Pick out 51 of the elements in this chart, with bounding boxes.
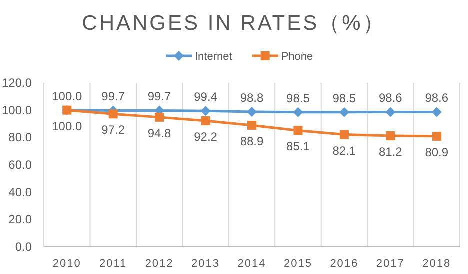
- x-tick-label: 2014: [238, 258, 266, 270]
- data-label: 98.5: [332, 91, 356, 106]
- legend-label: Internet: [195, 51, 232, 63]
- y-tick-label: 40.0: [8, 185, 32, 200]
- point: [339, 107, 350, 118]
- x-tick-label: 2010: [52, 258, 82, 270]
- data-label: 92.2: [194, 130, 218, 144]
- data-label: 81.2: [378, 145, 403, 160]
- point: [248, 121, 256, 130]
- x-tick-label: 2015: [284, 258, 312, 270]
- data-label: 99.4: [194, 90, 218, 104]
- data-label: 80.9: [425, 145, 449, 160]
- y-tick-label: 120.0: [2, 76, 32, 90]
- data-label: 100.0: [52, 89, 82, 104]
- data-label: 98.6: [425, 91, 449, 106]
- point: [108, 110, 118, 119]
- y-tick-label: 100.0: [2, 103, 32, 118]
- point: [247, 106, 257, 117]
- y-tick-label: 80.0: [8, 130, 32, 145]
- point: [432, 107, 442, 118]
- y-tick-label: 20.0: [8, 212, 32, 227]
- point: [432, 132, 442, 141]
- point: [155, 112, 164, 122]
- legend-label: Phone: [281, 51, 314, 63]
- data-label: 85.1: [286, 140, 310, 154]
- data-label: 98.6: [378, 91, 403, 106]
- point: [201, 116, 210, 126]
- point: [386, 107, 396, 118]
- data-label: 99.7: [148, 90, 172, 104]
- data-label: 98.8: [240, 90, 264, 105]
- data-label: 97.2: [102, 123, 126, 138]
- point: [293, 107, 304, 118]
- point: [340, 130, 349, 140]
- data-label: 100.0: [52, 119, 82, 134]
- data-label: 99.7: [102, 90, 126, 104]
- data-label: 98.5: [286, 91, 310, 106]
- x-tick-label: 2016: [330, 258, 359, 270]
- point: [386, 132, 396, 141]
- point: [294, 126, 303, 136]
- y-tick-label: 60.0: [8, 158, 32, 172]
- point: [200, 106, 211, 116]
- data-label: 94.8: [148, 126, 172, 140]
- y-tick-label: 0.0: [15, 240, 32, 254]
- chart-title: CHANGES IN RATES（%）: [82, 12, 386, 35]
- x-tick-label: 2018: [422, 258, 452, 270]
- x-tick-label: 2012: [145, 258, 174, 270]
- x-tick-label: 2011: [100, 258, 128, 270]
- data-label: 82.1: [332, 144, 356, 158]
- data-label: 88.9: [240, 134, 264, 149]
- x-tick-label: 2017: [376, 258, 405, 270]
- x-tick-label: 2013: [192, 258, 220, 270]
